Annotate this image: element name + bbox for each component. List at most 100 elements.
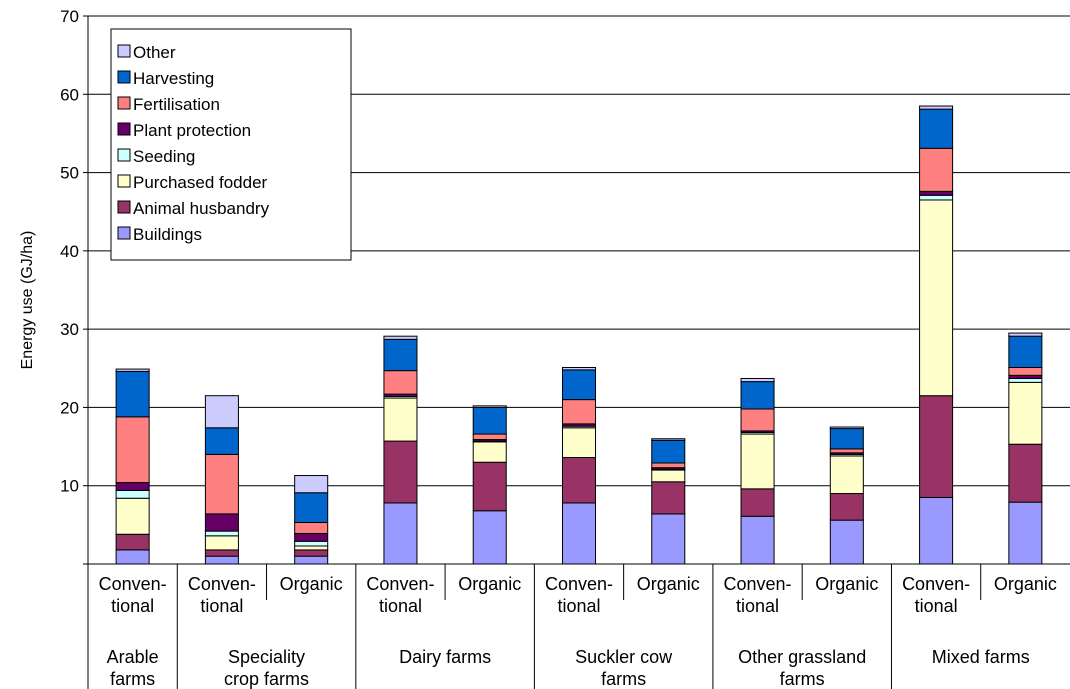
legend-swatch: [117, 200, 131, 214]
bar-segment-fertilisation: [115, 416, 150, 484]
stacked-bar: [829, 426, 864, 565]
bar-label: Organic: [994, 574, 1057, 594]
y-axis-label: Energy use (GJ/ha): [19, 231, 36, 370]
stacked-bar: [115, 368, 150, 565]
bar-segment-buildings: [294, 555, 329, 565]
legend-entry: Fertilisation: [133, 95, 220, 114]
group-label: Mixed farms: [932, 647, 1030, 667]
bar-label: Conven-tional: [545, 574, 613, 616]
group-label-line: Speciality: [228, 647, 305, 667]
bar-segment-buildings: [829, 519, 864, 565]
bar-segment-purchased-fodder: [383, 397, 418, 442]
legend-swatch: [117, 96, 131, 110]
bar-segment-other: [383, 335, 418, 340]
bar-label: Organic: [815, 574, 878, 594]
group-label: Speciality crop farms: [224, 647, 309, 689]
bar-segment-purchased-fodder: [740, 433, 775, 490]
bar-segment-other: [919, 105, 954, 110]
bar-segment-purchased-fodder: [651, 469, 686, 483]
group-label: Suckler cow farms: [575, 647, 673, 689]
bar-segment-other: [740, 377, 775, 383]
legend-entry: Seeding: [133, 147, 195, 166]
bar-segment-purchased-fodder: [294, 545, 329, 551]
bar-label: Conven-tional: [188, 574, 256, 616]
bar-segment-animal-husbandry: [651, 481, 686, 515]
bar-segment-animal-husbandry: [204, 549, 239, 557]
bar-segment-buildings: [561, 502, 597, 565]
group-label-line: farms: [110, 669, 155, 689]
bar-segment-purchased-fodder: [1008, 381, 1043, 445]
y-tick-label: 30: [60, 320, 79, 339]
bar-segment-fertilisation: [294, 522, 329, 534]
bar-segment-fertilisation: [919, 147, 954, 192]
y-tick-label: 50: [60, 164, 79, 183]
group-label-line: farms: [780, 669, 825, 689]
bar-segment-plant-protection: [204, 513, 239, 532]
bar-label: Conven-tional: [724, 574, 792, 616]
legend-swatch: [117, 148, 131, 162]
bar-segment-animal-husbandry: [561, 457, 597, 504]
legend-entry: Buildings: [133, 225, 202, 244]
bar-segment-harvesting: [294, 492, 329, 524]
bar-segment-buildings: [919, 496, 954, 565]
bar-segment-purchased-fodder: [204, 535, 239, 551]
bar-label: Organic: [637, 574, 700, 594]
bar-segment-seeding: [115, 489, 150, 499]
stacked-bar: [561, 367, 597, 565]
bar-label-line: Organic: [994, 574, 1057, 594]
bar-segment-animal-husbandry: [383, 440, 418, 504]
bar-segment-animal-husbandry: [740, 488, 775, 517]
group-label-line: Arable: [107, 647, 159, 667]
y-tick-label: 40: [60, 242, 79, 261]
legend-entry: Purchased fodder: [133, 173, 268, 192]
bar-segment-other: [294, 475, 329, 494]
bar-label-line: Conven-: [188, 574, 256, 594]
bar-segment-purchased-fodder: [115, 497, 150, 535]
bar-segment-other: [651, 438, 686, 441]
bar-segment-other: [1008, 332, 1043, 337]
bar-segment-fertilisation: [651, 462, 686, 469]
bar-label-line: Organic: [280, 574, 343, 594]
bar-segment-plant-protection: [115, 482, 150, 491]
bar-segment-harvesting: [204, 427, 239, 455]
bar-label: Conven-tional: [366, 574, 434, 616]
bar-segment-plant-protection: [919, 190, 954, 196]
y-tick-label: 60: [60, 85, 79, 104]
group-label: Dairy farms: [399, 647, 491, 667]
bar-segment-plant-protection: [294, 532, 329, 542]
bar-label-line: Organic: [637, 574, 700, 594]
stacked-bar: [919, 105, 954, 565]
bar-segment-animal-husbandry: [919, 395, 954, 498]
y-tick-label: 20: [60, 398, 79, 417]
bar-segment-other: [204, 395, 239, 429]
bar-label-line: Organic: [458, 574, 521, 594]
bar-segment-animal-husbandry: [1008, 443, 1043, 503]
bar-label-line: tional: [379, 596, 422, 616]
legend-swatch: [117, 174, 131, 188]
bar-segment-purchased-fodder: [472, 441, 507, 463]
bar-segment-harvesting: [383, 338, 418, 372]
group-label-line: Suckler cow: [575, 647, 673, 667]
legend-entry: Harvesting: [133, 69, 214, 88]
bar-segment-seeding: [204, 530, 239, 537]
group-label-line: crop farms: [224, 669, 309, 689]
bar-label-line: Conven-: [99, 574, 167, 594]
bar-segment-buildings: [115, 549, 150, 565]
bar-segment-seeding: [919, 194, 954, 201]
stacked-bar: [204, 395, 239, 565]
bar-label-line: Organic: [815, 574, 878, 594]
legend-box: [110, 28, 352, 261]
bar-segment-harvesting: [919, 108, 954, 149]
stacked-bar: [294, 475, 329, 565]
bar-segment-harvesting: [829, 428, 864, 450]
bar-segment-buildings: [1008, 501, 1043, 565]
bar-label-line: Conven-: [366, 574, 434, 594]
group-label-line: Mixed farms: [932, 647, 1030, 667]
stacked-bar: [383, 335, 418, 565]
bar-segment-harvesting: [1008, 335, 1043, 369]
bar-label-line: Conven-: [902, 574, 970, 594]
bar-label-line: tional: [915, 596, 958, 616]
bar-label-line: tional: [111, 596, 154, 616]
bar-segment-other: [561, 367, 597, 371]
